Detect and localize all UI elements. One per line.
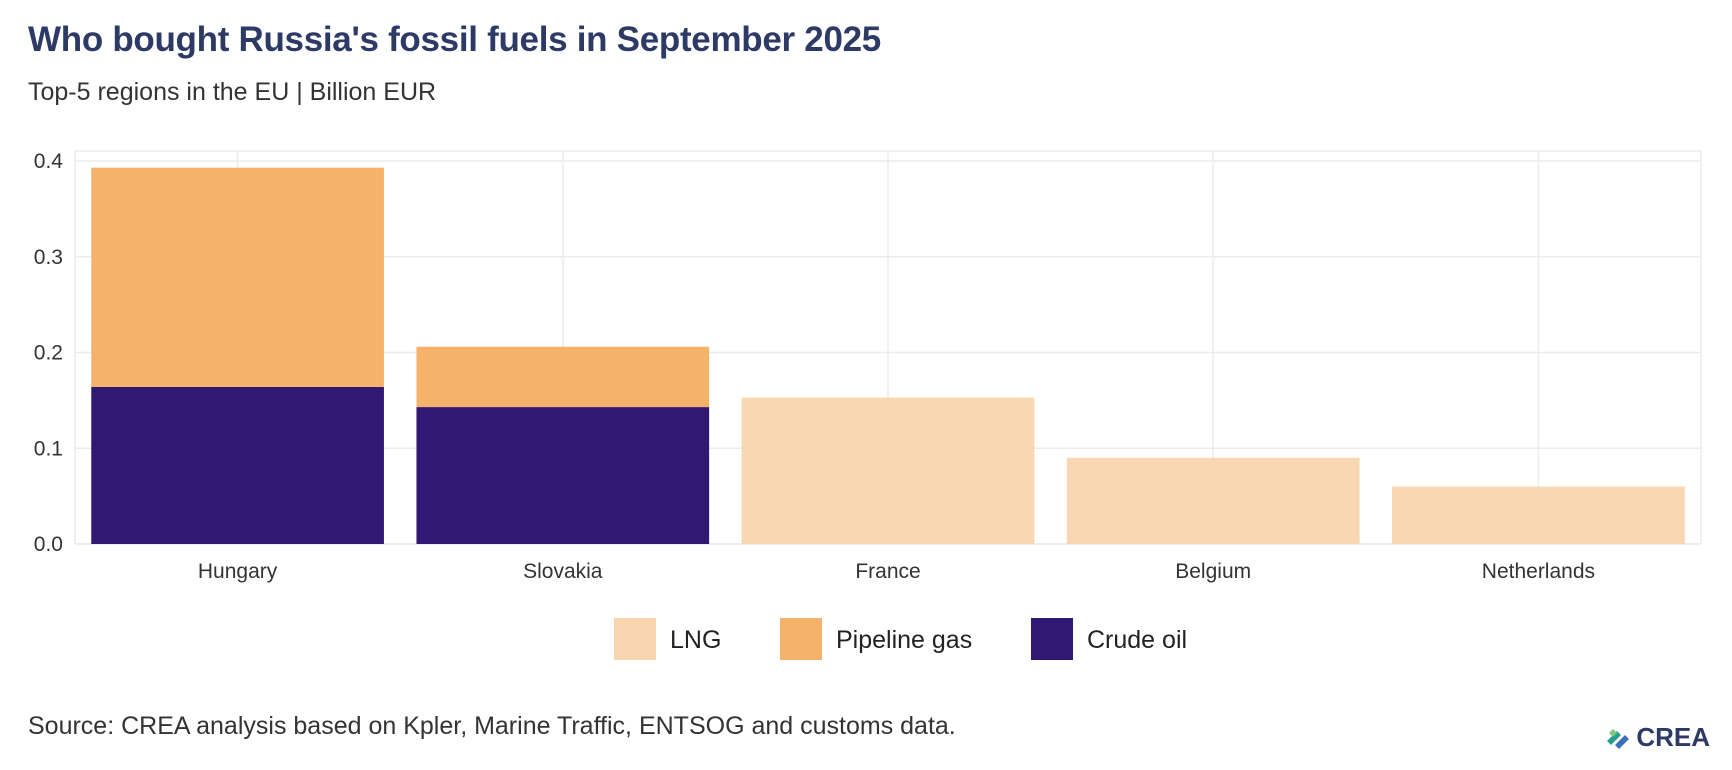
crea-logo: CREA <box>1605 722 1710 753</box>
legend-label: Pipeline gas <box>836 626 972 654</box>
bar-hungary-crude-oil <box>91 386 384 544</box>
legend-swatch-crude-oil <box>1031 618 1073 660</box>
chart-title: Who bought Russia's fossil fuels in Sept… <box>28 20 881 59</box>
bar-netherlands-lng <box>1392 486 1685 544</box>
x-tick-label: France <box>855 560 920 583</box>
legend-label: LNG <box>670 626 721 654</box>
bar-hungary-pipeline-gas <box>91 167 384 387</box>
chart-subtitle: Top-5 regions in the EU | Billion EUR <box>28 78 437 106</box>
legend-label: Crude oil <box>1087 626 1187 654</box>
bars <box>91 167 1685 544</box>
bar-belgium-lng <box>1066 457 1360 544</box>
y-axis: 0.0 0.1 0.2 0.3 0.4 <box>34 150 64 556</box>
y-tick-label: 0.1 <box>34 437 63 460</box>
x-tick-label: Hungary <box>198 560 278 583</box>
y-tick-label: 0.0 <box>34 533 63 556</box>
bar-slovakia-pipeline-gas <box>416 346 710 408</box>
x-tick-label: Belgium <box>1175 560 1251 583</box>
x-tick-label: Slovakia <box>523 560 603 583</box>
y-tick-label: 0.3 <box>34 246 63 269</box>
bar-france-lng <box>741 397 1035 544</box>
y-tick-label: 0.2 <box>34 342 63 365</box>
y-tick-label: 0.4 <box>34 150 64 173</box>
source-note: Source: CREA analysis based on Kpler, Ma… <box>28 712 956 740</box>
legend: LNG Pipeline gas Crude oil <box>614 618 1187 660</box>
logo-text: CREA <box>1636 722 1710 752</box>
crea-logo-icon <box>1607 728 1630 749</box>
legend-swatch-pipeline-gas <box>780 618 822 660</box>
legend-swatch-lng <box>614 618 656 660</box>
x-axis: Hungary Slovakia France Belgium Netherlands <box>198 560 1595 583</box>
bar-slovakia-crude-oil <box>416 407 710 544</box>
x-tick-label: Netherlands <box>1482 560 1595 583</box>
